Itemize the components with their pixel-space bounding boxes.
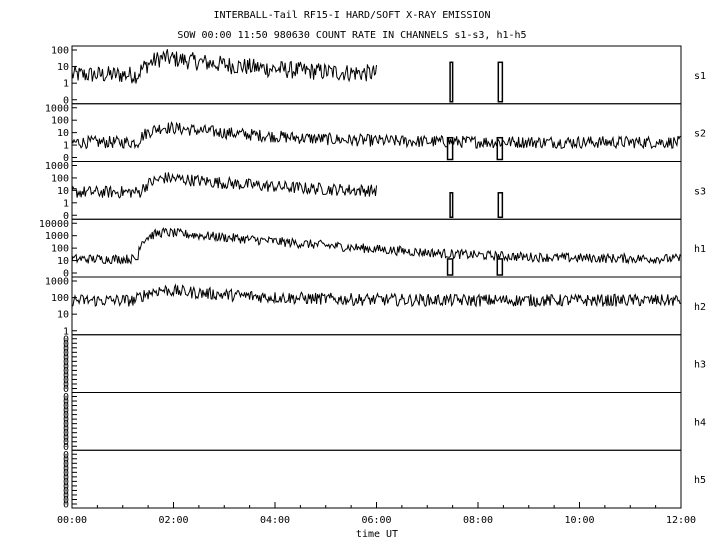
y-tick-label-h2: 1 [63,326,69,337]
y-tick-label-h1: 100 [51,244,69,255]
y-tick-label-h3: 0 [63,379,69,390]
panel-label-s3: s3 [694,186,706,197]
x-tick-label: 02:00 [158,515,188,526]
series-line-h1 [71,227,682,265]
y-tick-label-h4: 0 [63,397,69,408]
y-tick-label-h4: 0 [63,442,69,453]
y-tick-label-h5: 0 [63,468,69,479]
panel-frame-h3 [71,334,682,393]
y-tick-label-h3: 0 [63,348,69,359]
x-tick-label: 04:00 [260,515,290,526]
y-tick-label-h2: 1000 [45,277,69,288]
y-tick-label-h4: 0 [63,392,69,403]
y-tick-label-h3: 0 [63,361,69,372]
y-tick-label-h3: 0 [63,366,69,377]
burst-h1-1 [496,258,504,276]
y-tick-label-h5: 0 [63,500,69,511]
y-tick-label-s1: 100 [51,46,69,57]
y-tick-label-s3: 1 [63,198,69,209]
panel-label-s2: s2 [694,129,706,140]
y-tick-label-h3: 0 [63,370,69,381]
y-tick-label-s2: 100 [51,116,69,127]
burst-s1-1 [497,61,504,103]
y-tick-label-h4: 0 [63,428,69,439]
y-tick-label-h3: 0 [63,375,69,386]
y-tick-label-s3: 0 [63,211,69,222]
x-axis-label: time UT [356,529,398,540]
y-tick-label-h3: 0 [63,339,69,350]
y-tick-label-s2: 1 [63,141,69,152]
y-tick-label-h5: 0 [63,495,69,506]
y-tick-label-h3: 0 [63,357,69,368]
panels-group: s11001010s210001001010s310001001010h1100… [39,45,706,511]
y-tick-label-h5: 0 [63,477,69,488]
y-tick-label-h2: 10 [57,310,69,321]
y-tick-label-h5: 0 [63,490,69,501]
y-tick-label-h5: 0 [63,459,69,470]
series-line-s2 [71,121,682,150]
y-tick-label-s2: 0 [63,153,69,164]
chart-subtitle: SOW 00:00 11:50 980630 COUNT RATE IN CHA… [177,30,526,41]
y-tick-label-s3: 100 [51,173,69,184]
y-tick-label-h1: 1000 [45,231,69,242]
y-tick-label-h3: 0 [63,352,69,363]
y-tick-label-h4: 0 [63,424,69,435]
panel-label-s1: s1 [694,71,706,82]
y-tick-label-h4: 0 [63,419,69,430]
x-tick-label: 12:00 [666,515,696,526]
panel-label-h3: h3 [694,360,706,371]
y-tick-label-h1: 0 [63,269,69,280]
series-line-s1 [71,49,377,84]
y-tick-label-s1: 10 [57,62,69,73]
y-tick-label-h3: 0 [63,343,69,354]
y-tick-label-h5: 0 [63,472,69,483]
y-tick-label-h3: 0 [63,384,69,395]
panel-frame-h5 [71,449,682,509]
y-tick-label-h5: 0 [63,463,69,474]
y-tick-label-h4: 0 [63,437,69,448]
series-line-s3 [71,172,377,199]
x-tick-label: 10:00 [564,515,594,526]
y-tick-label-h1: 10 [57,256,69,267]
x-axis: 00:00 02:00 04:00 06:00 08:00 10:00 12:00 [57,502,696,526]
y-tick-label-h4: 0 [63,415,69,426]
panel-label-h2: h2 [694,302,706,313]
burst-h1-0 [446,258,454,276]
y-tick-label-h4: 0 [63,401,69,412]
y-tick-label-h4: 0 [63,410,69,421]
y-tick-label-h5: 0 [63,454,69,465]
panel-frame-h2 [71,276,682,336]
panel-label-h4: h4 [694,417,706,428]
y-tick-label-h5: 0 [63,450,69,461]
y-tick-label-h5: 0 [63,486,69,497]
y-tick-label-s2: 10 [57,128,69,139]
series-line-h2 [71,283,682,308]
x-tick-label: 00:00 [57,515,87,526]
burst-s3-1 [497,192,504,218]
chart-title: INTERBALL-Tail RF15-I HARD/SOFT X-RAY EM… [214,10,491,21]
y-tick-label-s3: 10 [57,186,69,197]
panel-label-h1: h1 [694,244,706,255]
y-tick-label-h4: 0 [63,406,69,417]
y-tick-label-h5: 0 [63,481,69,492]
panel-frame-h4 [71,392,682,451]
panel-label-h5: h5 [694,475,706,486]
burst-s1-0 [449,61,454,103]
y-tick-label-s1: 0 [63,95,69,106]
panel-frame-s2 [71,103,682,162]
x-tick-label: 06:00 [361,515,391,526]
y-tick-label-s1: 1 [63,79,69,90]
y-tick-label-h3: 0 [63,334,69,345]
y-tick-label-h2: 100 [51,293,69,304]
burst-s2-1 [496,136,504,161]
burst-s2-0 [446,136,454,161]
y-tick-label-s3: 1000 [45,161,69,172]
y-tick-label-h1: 10000 [39,219,69,230]
y-tick-label-h4: 0 [63,433,69,444]
y-tick-label-s2: 1000 [45,103,69,114]
burst-s3-0 [449,192,454,218]
x-tick-label: 08:00 [463,515,493,526]
